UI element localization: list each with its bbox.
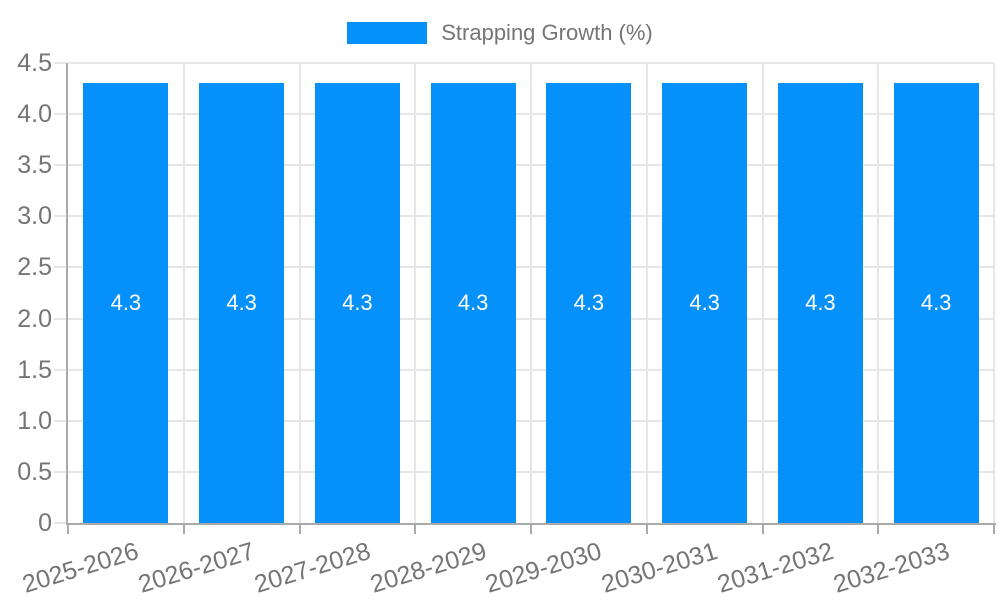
y-tick-label: 0.5 [17, 457, 52, 486]
x-axis-tick [761, 523, 764, 534]
x-tick-label: 2031-2032 [714, 537, 837, 599]
y-axis-tick [54, 164, 66, 167]
x-tick-label: 2029-2030 [482, 537, 606, 599]
bar-value-label: 4.3 [226, 290, 257, 316]
bar-value-label: 4.3 [342, 290, 373, 316]
x-tick-label: 2025-2026 [19, 537, 143, 599]
y-axis-tick [54, 62, 66, 64]
y-tick-label: 4.0 [17, 100, 52, 129]
y-tick-label: 2.0 [17, 304, 52, 333]
bar-value-label: 4.3 [573, 290, 605, 316]
bar-value-label: 4.3 [110, 290, 142, 316]
y-tick-label: 0 [38, 509, 52, 537]
chart-legend: Strapping Growth (%) [0, 20, 1000, 46]
y-tick-label: 3.5 [17, 151, 52, 180]
y-tick-label: 1.5 [17, 355, 52, 384]
bar-value-label: 4.3 [920, 290, 952, 316]
x-tick-label: 2026-2027 [135, 537, 258, 599]
y-axis-tick [54, 368, 66, 371]
bar-value-label: 4.3 [689, 290, 720, 316]
gridline-vertical [182, 63, 185, 523]
bar-value-label: 4.3 [457, 290, 489, 316]
x-axis-tick [414, 523, 417, 534]
bar[interactable]: 4.3 [430, 83, 516, 523]
y-axis-line [66, 63, 68, 525]
y-axis-tick [54, 113, 66, 116]
bar[interactable]: 4.3 [893, 83, 979, 523]
x-tick-label: 2030-2031 [598, 537, 721, 599]
y-axis-tick [54, 215, 66, 218]
x-axis-tick [182, 523, 185, 534]
gridline-vertical [414, 63, 417, 523]
gridline-vertical [877, 63, 880, 523]
x-axis-tick [67, 523, 69, 534]
x-axis-tick [298, 523, 301, 534]
bar[interactable]: 4.3 [777, 83, 863, 523]
x-axis-tick [993, 523, 995, 534]
y-tick-label: 3.0 [17, 202, 52, 231]
y-axis-tick [54, 266, 66, 269]
y-tick-label: 2.5 [17, 253, 52, 282]
bar[interactable]: 4.3 [314, 83, 400, 523]
plot-area: 4.3 4.3 4.3 4.3 4.3 4.3 4.3 4.3 [54, 62, 996, 534]
gridline-vertical [761, 63, 764, 523]
x-tick-label: 2032-2033 [829, 537, 953, 599]
gridline-vertical [993, 63, 995, 523]
x-tick-label: 2027-2028 [251, 537, 374, 599]
y-axis-tick [54, 317, 66, 320]
y-axis-tick [54, 470, 66, 473]
bar[interactable]: 4.3 [83, 83, 169, 523]
bar[interactable]: 4.3 [199, 83, 285, 523]
x-axis-tick [645, 523, 648, 534]
y-axis-tick [54, 522, 66, 524]
legend-label[interactable]: Strapping Growth (%) [441, 20, 653, 45]
gridline-vertical [645, 63, 648, 523]
bar[interactable]: 4.3 [546, 83, 632, 523]
bar-value-label: 4.3 [805, 290, 836, 316]
y-tick-label: 4.5 [17, 49, 52, 77]
legend-swatch[interactable] [347, 22, 428, 44]
gridline-vertical [530, 63, 532, 523]
y-tick-label: 1.0 [17, 406, 52, 435]
x-axis-tick [530, 523, 532, 534]
gridline-vertical [298, 63, 301, 523]
y-axis-tick [54, 419, 66, 422]
bar[interactable]: 4.3 [662, 83, 748, 523]
x-tick-label: 2028-2029 [366, 537, 490, 599]
x-axis-tick [877, 523, 880, 534]
